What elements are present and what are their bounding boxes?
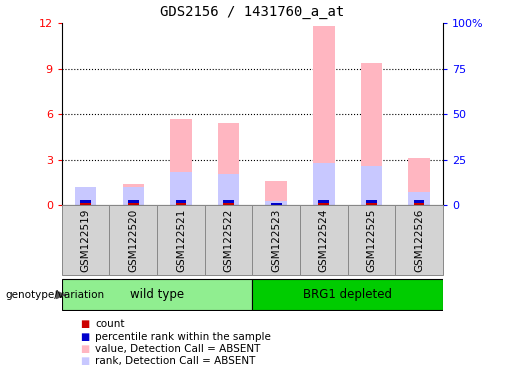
Title: GDS2156 / 1431760_a_at: GDS2156 / 1431760_a_at — [160, 5, 345, 19]
Bar — [414, 203, 424, 205]
Bar — [109, 205, 157, 275]
Bar — [223, 200, 234, 203]
Bar — [300, 205, 348, 275]
Bar — [414, 200, 424, 203]
Bar — [75, 187, 96, 205]
Text: count: count — [95, 319, 125, 329]
Text: genotype/variation: genotype/variation — [5, 290, 104, 300]
Text: GSM122519: GSM122519 — [81, 208, 91, 272]
Bar — [128, 203, 139, 205]
Bar — [62, 279, 252, 310]
Bar — [408, 158, 430, 205]
Text: GSM122526: GSM122526 — [414, 208, 424, 272]
Text: BRG1 depleted: BRG1 depleted — [303, 288, 392, 301]
Bar — [408, 192, 430, 205]
Bar — [80, 203, 91, 205]
Bar — [366, 200, 377, 203]
Bar — [176, 200, 186, 203]
Bar — [170, 172, 192, 205]
Text: wild type: wild type — [130, 288, 184, 301]
Bar — [128, 200, 139, 203]
Text: GSM122521: GSM122521 — [176, 208, 186, 272]
Bar — [123, 187, 144, 205]
Bar — [157, 205, 204, 275]
Bar — [204, 205, 252, 275]
Bar — [360, 166, 382, 205]
Bar — [80, 200, 91, 203]
Bar — [265, 181, 287, 205]
Bar — [318, 200, 329, 203]
Text: rank, Detection Call = ABSENT: rank, Detection Call = ABSENT — [95, 356, 255, 366]
Text: ■: ■ — [80, 344, 89, 354]
Bar — [62, 205, 109, 275]
Bar — [218, 123, 239, 205]
Text: ■: ■ — [80, 319, 89, 329]
Bar — [313, 26, 335, 205]
Text: GSM122524: GSM122524 — [319, 208, 329, 272]
Bar — [348, 205, 395, 275]
Bar — [123, 184, 144, 205]
Bar — [75, 187, 96, 205]
Text: GSM122520: GSM122520 — [128, 209, 138, 271]
Bar — [252, 279, 443, 310]
Bar — [360, 63, 382, 205]
Text: GSM122525: GSM122525 — [367, 208, 376, 272]
Bar — [170, 119, 192, 205]
Text: percentile rank within the sample: percentile rank within the sample — [95, 332, 271, 342]
Bar — [223, 203, 234, 205]
Text: ■: ■ — [80, 356, 89, 366]
Bar — [395, 205, 443, 275]
Text: ■: ■ — [80, 332, 89, 342]
Text: GSM122523: GSM122523 — [271, 208, 281, 272]
Bar — [313, 163, 335, 205]
Text: GSM122522: GSM122522 — [224, 208, 233, 272]
Bar — [318, 203, 329, 205]
Bar — [271, 203, 282, 205]
Bar — [176, 203, 186, 205]
Bar — [252, 205, 300, 275]
Text: value, Detection Call = ABSENT: value, Detection Call = ABSENT — [95, 344, 261, 354]
Bar — [218, 174, 239, 205]
Bar — [265, 201, 287, 205]
Bar — [366, 203, 377, 205]
